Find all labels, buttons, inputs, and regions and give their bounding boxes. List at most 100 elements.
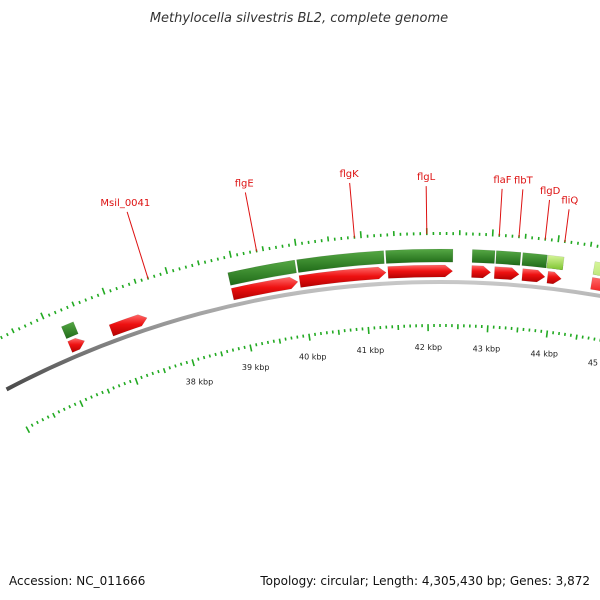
outer-tick bbox=[293, 238, 297, 246]
inner-tick bbox=[36, 420, 39, 425]
outer-tick bbox=[223, 255, 226, 260]
inner-tick bbox=[197, 357, 200, 361]
inner-tick bbox=[214, 352, 217, 357]
gene-block-light bbox=[592, 261, 600, 276]
inner-tick bbox=[46, 415, 50, 419]
inner-tick bbox=[134, 377, 139, 385]
inner-tick bbox=[52, 412, 56, 418]
genome-backbone bbox=[5, 280, 600, 392]
kbp-label: 45 kbp bbox=[588, 358, 600, 367]
outer-tick bbox=[29, 321, 33, 325]
cds-arrow bbox=[230, 276, 299, 301]
outer-tick bbox=[11, 328, 15, 334]
inner-tick bbox=[112, 386, 115, 390]
inner-tick bbox=[266, 340, 270, 345]
outer-tick bbox=[140, 278, 143, 282]
outer-tick-track bbox=[0, 228, 599, 340]
outer-tick bbox=[242, 251, 245, 256]
inner-tick bbox=[308, 333, 311, 341]
kbp-label: 40 kbp bbox=[299, 352, 327, 361]
outer-tick bbox=[78, 300, 81, 305]
inner-tick bbox=[168, 366, 171, 370]
inner-tick bbox=[123, 381, 126, 386]
inner-tick bbox=[95, 393, 99, 397]
outer-tick bbox=[84, 298, 88, 302]
outer-tick bbox=[71, 301, 75, 307]
kbp-label: 44 kbp bbox=[530, 349, 558, 358]
inner-tick bbox=[220, 351, 224, 357]
cds-arrow bbox=[387, 264, 454, 279]
gene-callout-line bbox=[544, 199, 551, 240]
gene-label: fliQ bbox=[561, 195, 578, 206]
outer-tick bbox=[326, 236, 330, 242]
gene-block bbox=[495, 250, 522, 266]
kbp-label: 38 kbp bbox=[186, 377, 214, 386]
inner-tick bbox=[243, 345, 246, 349]
inner-tick bbox=[151, 371, 155, 376]
gene-block bbox=[521, 252, 548, 269]
outer-tick bbox=[40, 312, 45, 320]
gene-block bbox=[61, 321, 79, 340]
inner-tick bbox=[284, 337, 287, 341]
outer-tick bbox=[35, 318, 39, 323]
inner-tick bbox=[101, 390, 104, 395]
outer-tick bbox=[5, 332, 9, 337]
gene-callout-line bbox=[518, 189, 524, 238]
inner-tick bbox=[179, 362, 183, 366]
kbp-label: 43 kbp bbox=[473, 344, 501, 353]
gene-block-lower bbox=[592, 269, 600, 276]
outer-tick bbox=[268, 246, 271, 251]
inner-tick bbox=[30, 423, 34, 427]
cds-arrow bbox=[471, 265, 492, 279]
gene-label-track: Msil_0041flgEflgKflgLflaFflbTflgDfliQflh… bbox=[100, 169, 578, 279]
inner-tick bbox=[73, 402, 77, 406]
inner-tick bbox=[117, 384, 121, 388]
outer-tick bbox=[589, 241, 593, 247]
outer-tick bbox=[109, 289, 112, 293]
outer-tick bbox=[96, 293, 100, 298]
outer-tick bbox=[23, 324, 27, 328]
inner-tick bbox=[145, 373, 149, 378]
gene-callout-line bbox=[564, 209, 570, 243]
inner-tick bbox=[545, 330, 549, 338]
inner-tick bbox=[174, 364, 177, 368]
gene-block bbox=[385, 248, 454, 264]
inner-tick bbox=[84, 397, 88, 402]
outer-tick bbox=[66, 305, 69, 310]
inner-tick bbox=[140, 375, 143, 380]
inner-tick bbox=[162, 367, 166, 374]
gene-block bbox=[471, 249, 496, 264]
inner-tick bbox=[57, 410, 61, 414]
gene-label: flgE bbox=[235, 179, 254, 190]
inner-tick bbox=[593, 337, 596, 341]
outer-tick bbox=[121, 284, 125, 289]
inner-tick bbox=[191, 359, 195, 367]
outer-tick bbox=[115, 286, 118, 291]
backbone-arc bbox=[5, 280, 600, 392]
gene-block-light bbox=[546, 254, 565, 271]
cds-arrow bbox=[298, 266, 387, 288]
gene-label: Msil_0041 bbox=[100, 198, 150, 209]
outer-tick bbox=[216, 257, 219, 261]
inner-tick bbox=[261, 341, 264, 346]
inner-tick bbox=[278, 338, 282, 344]
inner-tick bbox=[337, 329, 340, 335]
inner-tick bbox=[68, 405, 72, 409]
gene-label: flaF bbox=[493, 175, 511, 186]
inner-tick bbox=[25, 426, 31, 434]
cds-arrow bbox=[108, 314, 148, 337]
gene-callout-line bbox=[425, 186, 428, 235]
outer-tick bbox=[236, 253, 239, 257]
outer-tick bbox=[59, 308, 63, 312]
outer-tick bbox=[53, 310, 57, 315]
outer-tick bbox=[164, 266, 169, 275]
inner-tick bbox=[226, 349, 229, 354]
outer-tick bbox=[101, 287, 106, 295]
feature-track bbox=[61, 248, 600, 353]
map-title: Methylocella silvestris BL2, complete ge… bbox=[150, 11, 448, 26]
inner-tick-track bbox=[25, 324, 600, 434]
inner-tick bbox=[41, 418, 45, 422]
outer-tick bbox=[159, 272, 162, 277]
outer-tick bbox=[178, 267, 181, 271]
inner-tick bbox=[231, 348, 235, 352]
